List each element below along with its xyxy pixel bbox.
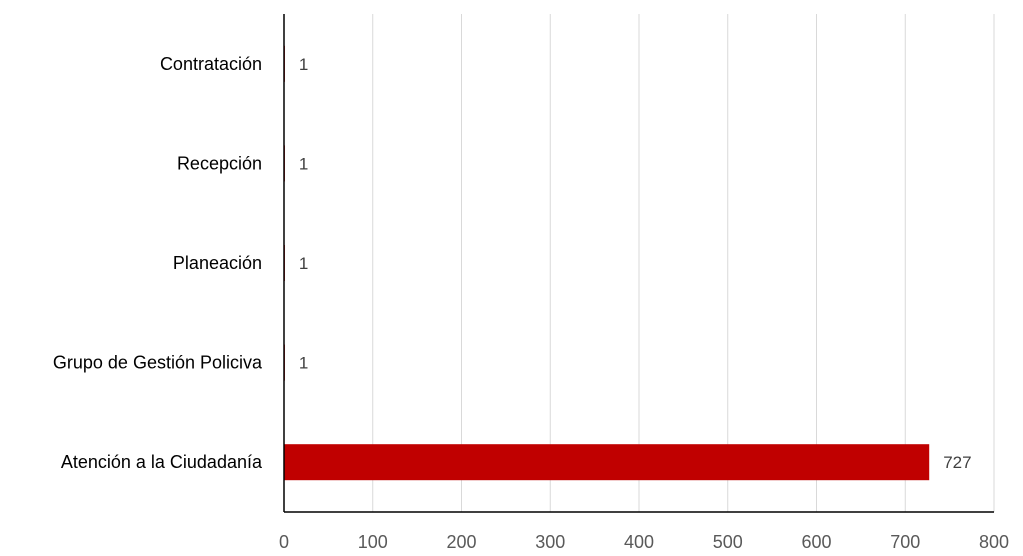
category-label: Planeación [173, 253, 262, 273]
labels: 0 100 200 300 400 500 600 700 800 Atención a la C… [53, 54, 1009, 552]
x-tick-label: 600 [801, 532, 831, 552]
x-tick-label: 300 [535, 532, 565, 552]
data-label: 1 [299, 354, 308, 373]
x-tick-label: 700 [890, 532, 920, 552]
x-tick-label: 100 [358, 532, 388, 552]
data-label: 1 [299, 55, 308, 74]
data-label: 1 [299, 154, 308, 173]
bars [284, 45, 930, 481]
category-label: Atención a la Ciudadanía [61, 452, 263, 472]
x-tick-label: 0 [279, 532, 289, 552]
gridlines [372, 14, 995, 512]
x-tick-label: 500 [713, 532, 743, 552]
category-label: Recepción [177, 153, 262, 173]
data-label: 727 [943, 453, 971, 472]
category-label: Contratación [160, 54, 262, 74]
x-tick-label: 800 [979, 532, 1009, 552]
axes [283, 14, 994, 513]
data-label: 1 [299, 254, 308, 273]
bar [284, 444, 930, 481]
category-label: Grupo de Gestión Policiva [53, 353, 263, 373]
x-tick-label: 400 [624, 532, 654, 552]
x-tick-label: 200 [446, 532, 476, 552]
